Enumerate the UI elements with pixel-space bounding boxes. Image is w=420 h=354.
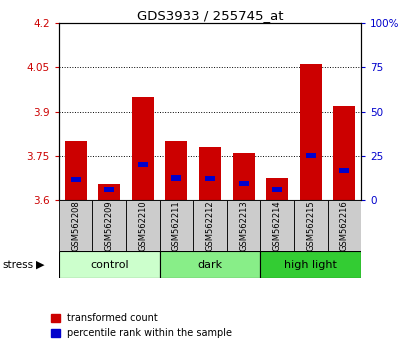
Text: GSM562213: GSM562213 (239, 200, 248, 251)
Text: control: control (90, 259, 129, 270)
Bar (328, 200, 361, 251)
Bar (306, 153, 316, 158)
Bar (104, 187, 114, 192)
Text: GSM562209: GSM562209 (105, 200, 114, 251)
Text: stress: stress (2, 260, 33, 270)
Bar (138, 162, 148, 167)
Bar (227, 200, 260, 251)
Bar (272, 187, 282, 192)
Text: GSM562210: GSM562210 (138, 200, 147, 251)
Bar (165, 141, 187, 200)
Bar (266, 178, 288, 200)
Text: high light: high light (284, 259, 337, 270)
Bar (294, 200, 328, 251)
Text: ▶: ▶ (36, 260, 44, 270)
Bar (233, 153, 255, 200)
Bar (205, 176, 215, 181)
Text: GSM562212: GSM562212 (205, 200, 215, 251)
Bar (71, 177, 81, 182)
Bar (333, 105, 355, 200)
Bar (199, 147, 221, 200)
Bar (193, 200, 227, 251)
Bar (132, 97, 154, 200)
Text: GSM562211: GSM562211 (172, 200, 181, 251)
Bar (65, 141, 87, 200)
Bar (160, 251, 260, 278)
Title: GDS3933 / 255745_at: GDS3933 / 255745_at (137, 9, 283, 22)
Text: GSM562215: GSM562215 (306, 200, 315, 251)
Bar (126, 200, 160, 251)
Bar (59, 251, 160, 278)
Bar (98, 184, 120, 200)
Bar (260, 200, 294, 251)
Bar (171, 175, 181, 181)
Bar (239, 181, 249, 187)
Legend: transformed count, percentile rank within the sample: transformed count, percentile rank withi… (47, 309, 236, 342)
Bar (260, 251, 361, 278)
Text: GSM562216: GSM562216 (340, 200, 349, 251)
Text: GSM562214: GSM562214 (273, 200, 282, 251)
Text: dark: dark (197, 259, 223, 270)
Text: GSM562208: GSM562208 (71, 200, 80, 251)
Bar (300, 64, 322, 200)
Bar (59, 200, 92, 251)
Bar (92, 200, 126, 251)
Bar (339, 168, 349, 173)
Bar (160, 200, 193, 251)
